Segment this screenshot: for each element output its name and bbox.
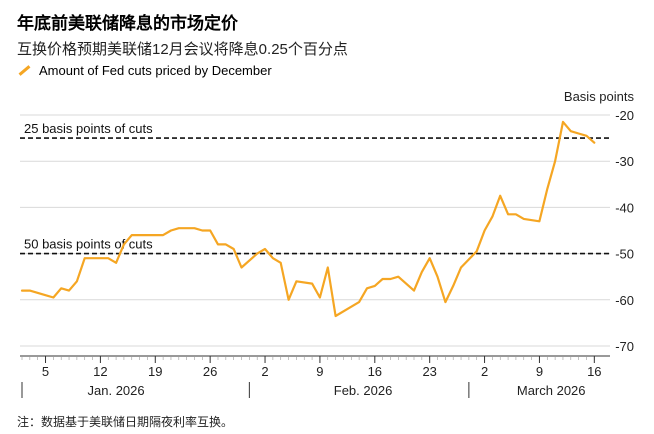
chart-title: 年底前美联储降息的市场定价: [17, 14, 238, 33]
x-tick-label: 12: [93, 364, 107, 379]
month-label: Feb. 2026: [334, 383, 393, 398]
x-tick-label: 2: [261, 364, 268, 379]
x-tick-label: 5: [42, 364, 49, 379]
x-tick-label: 16: [368, 364, 382, 379]
axes: -20 -30 -40 -50 -60 -70 Basis points 5 12 19 26 2 9 1…: [20, 89, 634, 398]
y-axis-title: Basis points: [564, 89, 635, 104]
x-tick-label: 9: [316, 364, 323, 379]
y-tick-label: -30: [615, 154, 634, 169]
footnote: 注：数据基于美联储日期隔夜利率互换。: [17, 415, 234, 429]
y-tick-label: -40: [615, 200, 634, 215]
x-tick-label: 19: [148, 364, 162, 379]
series-layer: [20, 120, 596, 318]
reference-line-label: 25 basis points of cuts: [24, 121, 153, 136]
y-tick-label: -70: [615, 339, 634, 354]
series-line-fed-cuts: [20, 120, 596, 318]
x-tick-label: 16: [587, 364, 601, 379]
reference-line-label: 50 basis points of cuts: [24, 237, 153, 252]
legend-label: Amount of Fed cuts priced by December: [39, 63, 272, 78]
gridlines: [20, 114, 610, 347]
x-tick-label: 9: [536, 364, 543, 379]
x-tick-label: 23: [422, 364, 436, 379]
y-tick-label: -50: [615, 247, 634, 262]
chart-subtitle: 互换价格预期美联储12月会议将降息0.25个百分点: [17, 41, 348, 58]
x-tick-label: 2: [481, 364, 488, 379]
month-label: March 2026: [517, 383, 586, 398]
y-tick-label: -60: [615, 293, 634, 308]
y-tick-label: -20: [615, 108, 634, 123]
month-label: Jan. 2026: [88, 383, 145, 398]
x-tick-label: 26: [203, 364, 217, 379]
reference-lines: 25 basis points of cuts 50 basis points o…: [20, 121, 610, 255]
legend: Amount of Fed cuts priced by December: [18, 63, 272, 78]
